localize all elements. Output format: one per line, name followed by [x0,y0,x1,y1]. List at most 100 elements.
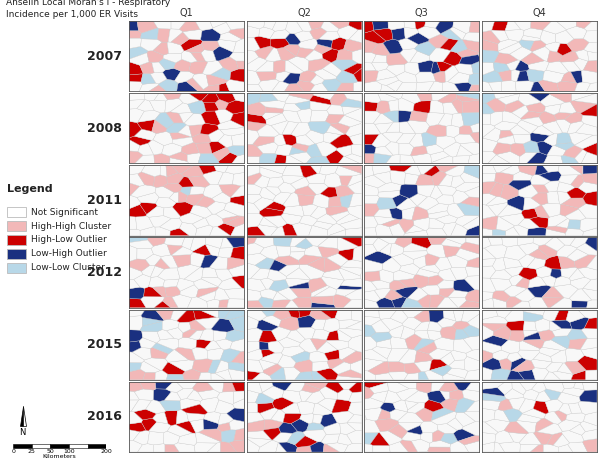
Polygon shape [149,85,167,91]
Polygon shape [129,174,145,186]
Polygon shape [202,267,218,277]
Polygon shape [344,108,362,122]
Polygon shape [407,425,423,435]
Polygon shape [260,278,274,289]
Polygon shape [529,249,549,260]
Polygon shape [386,154,400,164]
Polygon shape [337,389,352,401]
Polygon shape [364,370,375,380]
Polygon shape [446,238,466,244]
Polygon shape [259,360,277,370]
Polygon shape [219,184,241,197]
Polygon shape [466,401,479,411]
Polygon shape [399,423,422,431]
Polygon shape [296,48,314,58]
Polygon shape [259,101,286,109]
Polygon shape [215,99,229,110]
Polygon shape [565,229,583,236]
Polygon shape [340,423,356,434]
Polygon shape [148,238,166,246]
Polygon shape [584,42,597,53]
Polygon shape [311,319,326,329]
Polygon shape [372,347,392,359]
Polygon shape [187,390,203,401]
Polygon shape [353,82,362,91]
Polygon shape [214,288,230,300]
Polygon shape [129,245,137,261]
Polygon shape [425,254,440,266]
Polygon shape [512,301,530,308]
Polygon shape [352,309,362,322]
Polygon shape [532,185,549,193]
Polygon shape [445,66,459,82]
Polygon shape [310,338,327,350]
Polygon shape [247,172,262,184]
Polygon shape [364,81,382,91]
Polygon shape [568,442,587,452]
Polygon shape [571,70,583,83]
Polygon shape [232,275,244,288]
Polygon shape [578,267,597,280]
Polygon shape [482,193,497,205]
Polygon shape [403,231,428,236]
Polygon shape [201,111,220,125]
Polygon shape [139,83,159,91]
Polygon shape [338,165,362,174]
Polygon shape [327,358,344,369]
Polygon shape [129,99,145,109]
Polygon shape [310,442,324,452]
Polygon shape [509,397,526,410]
Polygon shape [581,347,597,359]
Polygon shape [129,267,143,280]
Polygon shape [344,39,362,52]
Polygon shape [230,52,244,61]
Polygon shape [373,55,387,63]
Polygon shape [459,301,479,308]
Polygon shape [464,411,479,422]
Polygon shape [374,288,391,299]
Polygon shape [428,34,449,48]
Polygon shape [227,145,244,156]
Polygon shape [170,103,191,113]
Polygon shape [253,372,272,380]
Polygon shape [154,301,171,308]
Polygon shape [189,61,208,74]
Polygon shape [374,153,392,164]
Polygon shape [383,110,398,122]
Polygon shape [503,257,522,268]
Polygon shape [276,246,291,257]
Polygon shape [175,347,196,361]
Polygon shape [482,316,508,324]
Polygon shape [397,198,417,210]
Polygon shape [392,297,407,308]
Text: Kilometers: Kilometers [43,453,77,459]
Polygon shape [482,62,494,75]
Polygon shape [181,404,208,414]
Polygon shape [170,158,189,164]
Polygon shape [269,260,287,271]
Polygon shape [482,367,493,380]
Polygon shape [247,420,264,432]
Polygon shape [317,238,337,248]
Polygon shape [199,165,217,174]
Polygon shape [420,265,440,273]
Polygon shape [196,317,220,329]
Polygon shape [544,444,558,452]
Polygon shape [291,123,311,137]
Polygon shape [368,361,389,375]
Polygon shape [279,316,299,330]
Polygon shape [430,185,443,199]
Polygon shape [196,143,212,154]
Polygon shape [429,309,444,322]
Polygon shape [247,214,263,227]
Polygon shape [273,292,289,301]
Polygon shape [530,82,545,91]
Polygon shape [340,194,353,208]
Polygon shape [217,120,244,130]
Polygon shape [396,389,418,400]
Polygon shape [581,429,597,440]
Polygon shape [575,49,589,61]
Polygon shape [140,226,155,236]
Polygon shape [278,182,296,193]
Polygon shape [527,258,546,269]
